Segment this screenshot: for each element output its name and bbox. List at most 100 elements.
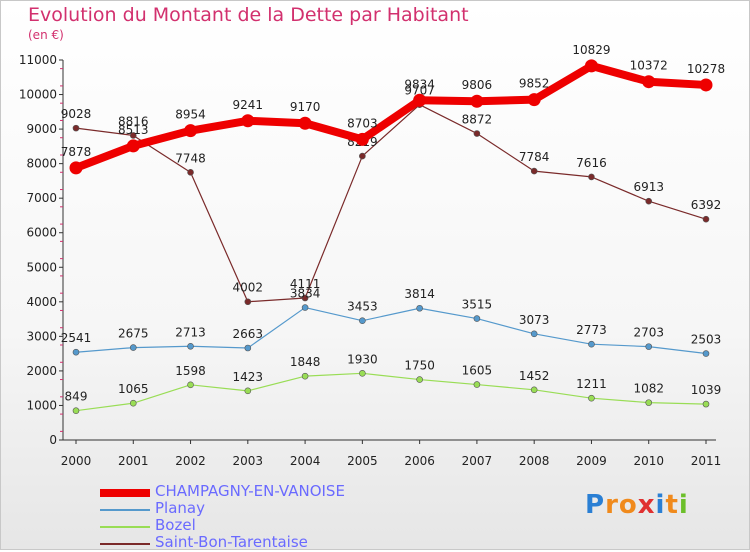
data-label: 7748 — [175, 151, 206, 165]
data-label: 10829 — [572, 43, 610, 57]
data-point — [470, 94, 484, 108]
data-label: 1750 — [404, 359, 435, 373]
data-label: 9241 — [233, 98, 264, 112]
data-label: 4111 — [290, 277, 321, 291]
data-point — [359, 317, 366, 325]
data-point — [187, 342, 194, 350]
series-line — [75, 104, 707, 303]
y-tick-label: 2000 — [26, 364, 57, 378]
x-tick-label: 2007 — [462, 454, 493, 468]
data-label: 1605 — [462, 364, 493, 378]
data-label: 2675 — [118, 327, 149, 341]
data-point — [241, 114, 255, 128]
legend-swatch — [100, 526, 150, 528]
data-label: 1065 — [118, 382, 149, 396]
chart-title: Evolution du Montant de la Dette par Hab… — [28, 4, 469, 26]
data-point — [298, 116, 312, 130]
data-label: 1930 — [347, 352, 378, 366]
data-point — [588, 340, 595, 348]
data-label: 849 — [65, 390, 88, 404]
data-label: 1211 — [576, 377, 607, 391]
data-point — [413, 93, 427, 107]
data-point — [584, 59, 598, 73]
data-point — [301, 294, 309, 302]
data-point — [129, 399, 137, 407]
data-label: 3515 — [462, 298, 493, 312]
proxiti-logo: Proxiti — [585, 490, 689, 520]
data-point — [129, 132, 137, 139]
data-point — [72, 124, 80, 132]
legend-label: Planay — [155, 499, 205, 517]
data-point — [244, 344, 252, 352]
data-label: 1423 — [233, 370, 264, 384]
data-label: 2703 — [633, 326, 664, 340]
legend-swatch — [100, 509, 150, 511]
data-label: 2773 — [576, 323, 607, 337]
data-label: 1598 — [175, 364, 206, 378]
x-tick-label: 2009 — [576, 454, 607, 468]
series-line — [75, 372, 707, 412]
data-point — [645, 197, 653, 205]
y-tick-label: 8000 — [26, 157, 57, 171]
legend-item: Planay — [100, 499, 340, 518]
x-tick-label: 2004 — [290, 454, 321, 468]
data-label: 3834 — [290, 287, 321, 301]
data-label: 9170 — [290, 100, 321, 114]
data-point — [588, 173, 595, 181]
data-point — [702, 215, 710, 223]
data-point — [126, 139, 140, 153]
data-point — [645, 343, 653, 350]
x-tick-label: 2001 — [118, 454, 149, 468]
data-label: 6913 — [633, 180, 664, 194]
data-label: 8703 — [347, 116, 378, 130]
x-tick-label: 2000 — [61, 454, 92, 468]
data-point — [187, 381, 194, 389]
logo-letter: t — [665, 490, 679, 520]
data-point — [72, 348, 80, 356]
data-point — [301, 304, 309, 311]
legend-swatch — [100, 543, 150, 545]
data-point — [588, 394, 595, 402]
data-label: 9707 — [404, 84, 435, 98]
data-point — [69, 161, 83, 175]
x-tick-label: 2006 — [404, 454, 435, 468]
data-label: 6392 — [691, 198, 722, 212]
data-point — [699, 78, 713, 92]
legend-label: Bozel — [155, 516, 196, 534]
data-point — [187, 169, 194, 176]
data-label: 2541 — [61, 331, 92, 345]
data-label: 7784 — [519, 150, 550, 164]
data-point — [416, 304, 423, 312]
chart-subtitle: (en €) — [28, 28, 64, 42]
data-label: 1452 — [519, 369, 550, 383]
legend-item: Saint-Bon-Tarentaise — [100, 533, 340, 552]
y-tick-label: 1000 — [26, 398, 57, 412]
y-tick-label: 4000 — [26, 295, 57, 309]
data-point — [473, 381, 481, 388]
data-point — [359, 152, 366, 160]
data-label: 8872 — [462, 113, 493, 127]
data-label: 2503 — [691, 333, 722, 347]
data-label: 10372 — [630, 59, 668, 73]
logo-letter: i — [678, 490, 689, 520]
legend-item: Bozel — [100, 516, 340, 535]
data-label: 7878 — [61, 145, 92, 159]
x-tick-label: 2010 — [633, 454, 664, 468]
y-tick-label: 11000 — [19, 53, 57, 67]
y-tick-label: 7000 — [26, 191, 57, 205]
data-label: 7616 — [576, 156, 607, 170]
x-tick-label: 2003 — [233, 454, 264, 468]
logo-letter: P — [585, 490, 606, 520]
data-point — [359, 370, 366, 377]
logo-letter: r — [605, 490, 619, 520]
data-label: 8513 — [118, 123, 149, 137]
data-point — [244, 387, 252, 395]
data-point — [530, 167, 538, 175]
data-label: 9806 — [462, 78, 493, 92]
series-line — [75, 306, 707, 355]
data-label: 2713 — [175, 325, 206, 339]
data-point — [129, 344, 137, 351]
data-point — [527, 93, 541, 107]
data-point — [301, 372, 309, 380]
